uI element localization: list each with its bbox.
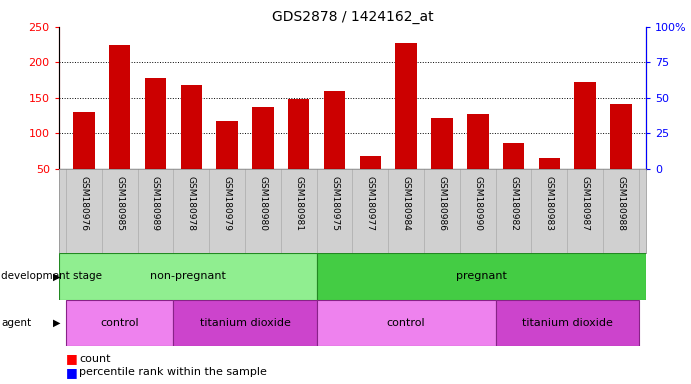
Text: percentile rank within the sample: percentile rank within the sample [79,367,267,377]
Bar [144,78,166,169]
Text: ▶: ▶ [53,318,60,328]
Bar [610,104,632,169]
Text: GSM180978: GSM180978 [187,176,196,231]
Text: ▶: ▶ [53,271,60,281]
Text: GSM180979: GSM180979 [223,176,231,231]
Text: GSM180977: GSM180977 [366,176,375,231]
Bar [359,156,381,169]
Bar [73,112,95,169]
Text: GSM180986: GSM180986 [437,176,446,231]
Bar [66,300,173,346]
Text: titanium dioxide: titanium dioxide [200,318,290,328]
Bar [316,253,646,300]
Text: GSM180989: GSM180989 [151,176,160,231]
Bar [395,43,417,169]
Bar [574,82,596,169]
Bar [324,91,346,169]
Text: GSM180981: GSM180981 [294,176,303,231]
Bar [180,85,202,169]
Bar [467,114,489,169]
Bar [431,118,453,169]
Text: GSM180990: GSM180990 [473,176,482,231]
Text: GSM180987: GSM180987 [580,176,589,231]
Bar [59,253,316,300]
Text: GSM180976: GSM180976 [79,176,88,231]
Text: control: control [387,318,426,328]
Text: control: control [100,318,139,328]
Bar [109,45,131,169]
Bar [539,157,560,169]
Bar [316,300,495,346]
Text: GSM180980: GSM180980 [258,176,267,231]
Text: agent: agent [1,318,32,328]
Bar [216,121,238,169]
Text: GSM180985: GSM180985 [115,176,124,231]
Text: pregnant: pregnant [456,271,507,281]
Text: titanium dioxide: titanium dioxide [522,318,613,328]
Bar [495,300,639,346]
Text: count: count [79,354,111,364]
Text: GSM180975: GSM180975 [330,176,339,231]
Text: development stage: development stage [1,271,102,281]
Bar [173,300,316,346]
Text: GSM180988: GSM180988 [616,176,625,231]
Text: non-pregnant: non-pregnant [150,271,225,281]
Bar [503,143,524,169]
Text: ■: ■ [66,353,77,366]
Text: GSM180982: GSM180982 [509,176,518,231]
Title: GDS2878 / 1424162_at: GDS2878 / 1424162_at [272,10,433,25]
Text: GSM180984: GSM180984 [401,176,410,231]
Text: GSM180983: GSM180983 [545,176,554,231]
Bar [288,99,310,169]
Text: ■: ■ [66,366,77,379]
Bar [252,107,274,169]
